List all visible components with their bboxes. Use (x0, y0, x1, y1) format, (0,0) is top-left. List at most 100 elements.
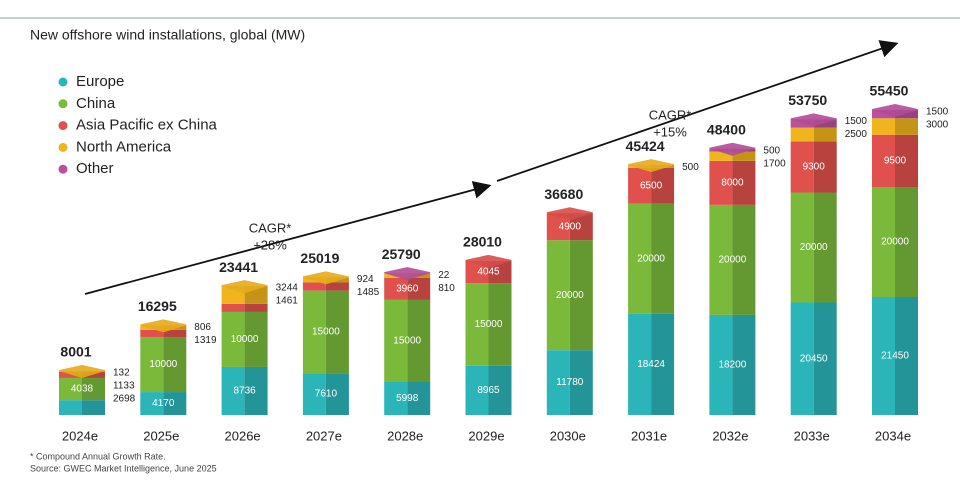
segment-face (813, 119, 837, 128)
segment-face (244, 303, 268, 312)
segment-face (732, 204, 756, 315)
segment-label: 15000 (475, 319, 503, 330)
segment-face (488, 260, 512, 284)
side-label: 1500 (845, 116, 868, 127)
side-label: 500 (763, 145, 780, 156)
segment-face (895, 110, 918, 119)
segment-face (325, 282, 349, 291)
total-label: 16295 (138, 298, 177, 314)
side-label: 3244 (276, 283, 299, 294)
side-label: 806 (194, 322, 211, 333)
bar-segment (221, 366, 268, 415)
segment-face (569, 240, 593, 351)
bar-segment (140, 392, 187, 415)
bar-segment (790, 127, 837, 142)
segment-face (465, 260, 489, 284)
bar-segment (59, 377, 105, 401)
side-label: 1319 (194, 335, 217, 346)
bar-segment (546, 350, 593, 415)
segment-face (221, 366, 245, 415)
segment-face (221, 311, 245, 367)
bar-cap (302, 271, 349, 285)
segment-label: 4045 (477, 267, 500, 278)
side-label: 3000 (926, 120, 949, 131)
segment-face (895, 134, 918, 188)
segment-face (163, 329, 187, 338)
segment-face (569, 350, 593, 415)
total-label: 8001 (60, 344, 91, 360)
segment-face (82, 400, 105, 415)
bar-segment (872, 110, 918, 119)
total-label: 36680 (544, 186, 583, 202)
total-label: 25790 (382, 246, 421, 262)
segment-face (895, 118, 918, 135)
bar-cap (790, 113, 837, 127)
bar-segment (221, 311, 268, 367)
x-tick-label: 2030e (550, 428, 586, 443)
x-tick-label: 2025e (143, 428, 179, 443)
segment-face (790, 141, 814, 193)
segment-face (732, 314, 756, 415)
segment-face (813, 127, 837, 142)
segment-label: 4038 (71, 384, 94, 395)
bar-segment (872, 187, 918, 298)
segment-face (244, 311, 268, 367)
bar-segment (790, 141, 837, 193)
segment-face (651, 313, 675, 415)
segment-face (709, 151, 733, 161)
legend-swatch (58, 99, 68, 109)
segment-face (488, 365, 512, 415)
segment-face (407, 382, 431, 415)
segment-face (465, 283, 489, 366)
segment-label: 20000 (556, 290, 584, 301)
segment-label: 21450 (881, 351, 909, 362)
side-label: 1133 (113, 381, 135, 392)
bar-segment (302, 290, 349, 374)
total-label: 28010 (463, 234, 502, 250)
segment-face (872, 134, 895, 188)
legend-swatch (58, 77, 68, 87)
x-tick-label: 2026e (225, 428, 261, 443)
side-label: 1485 (357, 287, 380, 298)
segment-label: 20000 (881, 237, 909, 248)
segment-face (407, 277, 431, 300)
segment-face (325, 373, 349, 415)
bar-cap (546, 207, 593, 221)
segment-face (140, 337, 164, 393)
legend-label: Europe (76, 73, 124, 90)
legend-swatch (58, 142, 68, 152)
x-tick-label: 2032e (712, 428, 748, 443)
x-tick-label: 2028e (387, 428, 423, 443)
total-label: 53750 (788, 92, 827, 108)
bar-segment (384, 382, 431, 415)
bar-segment (872, 297, 918, 415)
bar-segment (465, 365, 512, 415)
segment-face (872, 297, 895, 415)
segment-face (59, 371, 82, 378)
segment-face (59, 400, 82, 415)
segment-face (732, 151, 756, 161)
bar-cap (709, 142, 756, 156)
segment-face (709, 160, 733, 205)
bar-segment (628, 203, 675, 314)
side-label: 132 (113, 368, 130, 379)
bar-segment (709, 314, 756, 415)
segment-label: 4900 (559, 221, 582, 232)
bar-cap (465, 254, 512, 268)
bar-segment (628, 313, 675, 415)
segment-face (59, 377, 82, 401)
footnote: Source: GWEC Market Intelligence, June 2… (30, 463, 217, 473)
segment-label: 18200 (718, 360, 746, 371)
x-tick-label: 2024e (62, 428, 98, 443)
bar-segment (709, 151, 756, 161)
segment-face (628, 167, 652, 204)
bar-cap (872, 104, 918, 117)
bar-segment (628, 167, 675, 204)
segment-label: 8000 (721, 178, 744, 189)
side-label: 1500 (926, 107, 949, 118)
segment-face (325, 290, 349, 374)
segment-face (790, 127, 814, 142)
bar-segment (140, 337, 187, 393)
annotation: +15% (653, 124, 687, 139)
